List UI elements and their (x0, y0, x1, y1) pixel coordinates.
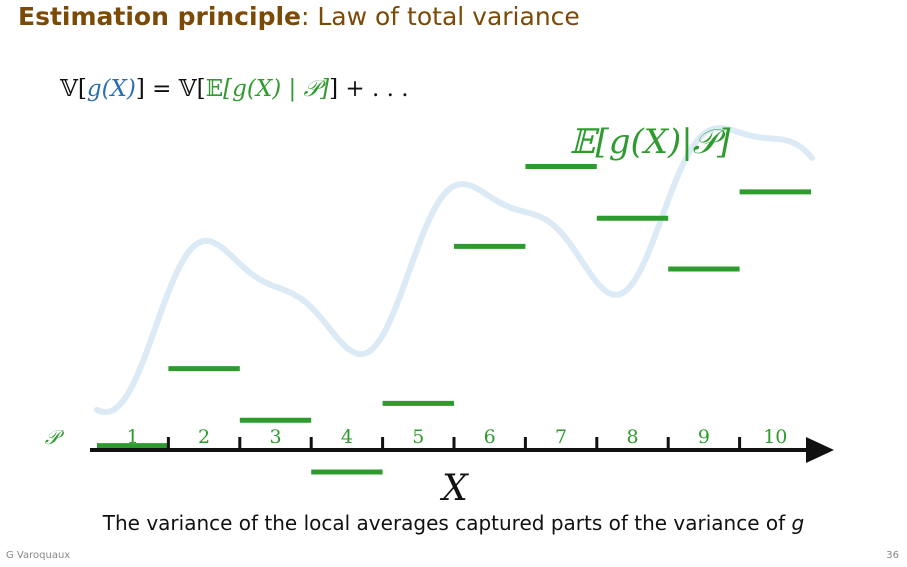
bin-label-4: 4 (341, 426, 353, 448)
bin-means-group (97, 164, 811, 475)
caption-var: g (791, 511, 805, 535)
caption: The variance of the local averages captu… (0, 511, 907, 535)
formula-v2: 𝕍 (178, 76, 197, 102)
footer-author: G Varoquaux (6, 550, 71, 561)
bin-label-5: 5 (412, 426, 424, 448)
variance-formula: 𝕍[g(X)] = 𝕍[𝔼[g(X) | 𝒫]] + . . . (60, 76, 409, 102)
formula-v1: 𝕍 (60, 76, 78, 102)
bin-label-10: 10 (763, 426, 787, 448)
bin-label-1: 1 (127, 426, 139, 448)
footer-page-number: 36 (886, 550, 899, 561)
title-bold: Estimation principle (18, 2, 301, 31)
formula-e: 𝔼 (205, 76, 224, 102)
slide-title: Estimation principle: Law of total varia… (18, 2, 580, 31)
partition-symbol: 𝒫 (45, 425, 65, 449)
g-curve (94, 124, 815, 416)
bin-label-3: 3 (269, 426, 281, 448)
title-rest: : Law of total variance (301, 2, 580, 31)
bin-labels-group: 1 2 3 4 5 6 7 8 9 10 (127, 426, 788, 448)
formula-rb2: ] (329, 76, 339, 102)
bin-ticks-group (166, 437, 742, 452)
expectation-label: 𝔼[g(X)|𝒫] (570, 122, 732, 162)
formula-conditional: [g(X) | 𝒫] (223, 76, 330, 102)
formula-tail: + . . . (338, 76, 409, 102)
formula-g-of-x: g(X) (86, 76, 136, 102)
formula-lb1: [ (77, 76, 87, 102)
bin-label-6: 6 (484, 426, 496, 448)
bin-label-9: 9 (698, 426, 710, 448)
formula-eq: = (144, 76, 179, 102)
bin-label-2: 2 (198, 426, 210, 448)
bin-label-7: 7 (555, 426, 567, 448)
bin-label-8: 8 (626, 426, 638, 448)
axis-label-x: X (439, 468, 469, 509)
formula-lb2: [ (196, 76, 206, 102)
caption-text: The variance of the local averages captu… (102, 511, 792, 535)
x-axis-arrowhead (806, 437, 834, 463)
formula-rb1: ] (135, 76, 145, 102)
